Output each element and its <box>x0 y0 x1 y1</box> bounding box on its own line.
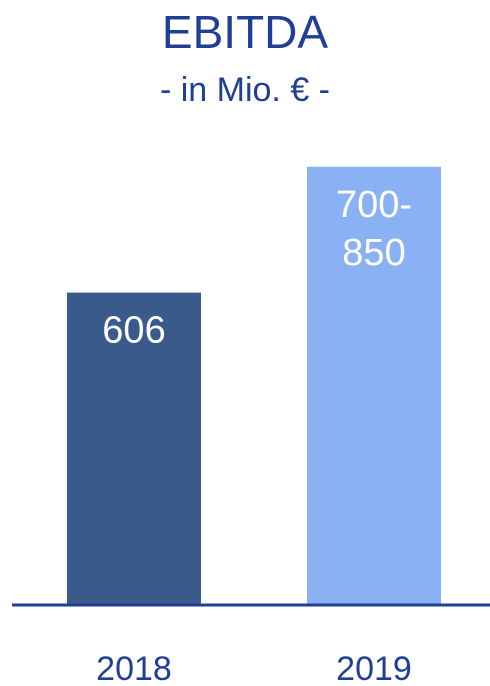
data-label-2019-line-2: 850 <box>342 232 405 274</box>
chart-subtitle: - in Mio. € - <box>159 71 331 109</box>
data-label-2019-line-1: 700- <box>336 184 412 226</box>
data-label-2018: 606 <box>102 310 165 352</box>
bar-2018 <box>67 292 201 605</box>
x-tick-label-2018: 2018 <box>96 650 172 686</box>
chart-title: EBITDA <box>161 6 329 58</box>
x-tick-label-2019: 2019 <box>336 650 412 686</box>
bar-2019 <box>307 166 441 605</box>
